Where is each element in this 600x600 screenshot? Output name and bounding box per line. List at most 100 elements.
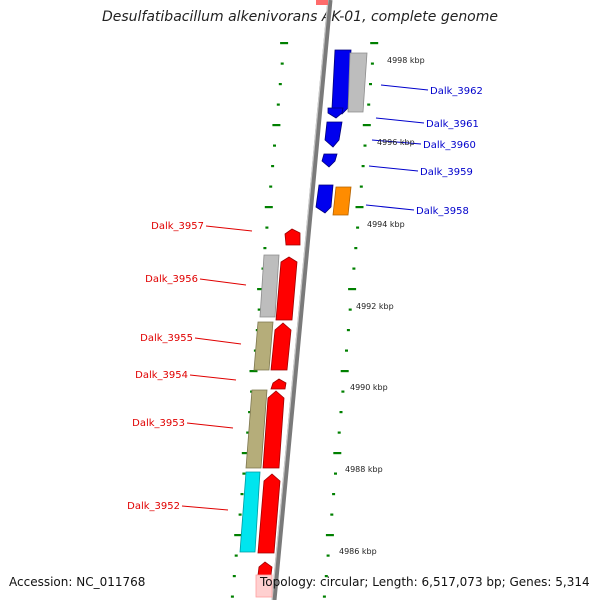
gene-blue-3958[interactable]: [315, 184, 334, 214]
inner-tick: [242, 472, 246, 475]
outer-tick: [367, 103, 371, 106]
gene-blue-3962[interactable]: [331, 49, 352, 115]
gene-fragment-top: [316, 0, 328, 5]
gene-red-3957[interactable]: [284, 228, 301, 246]
kbp-label-4988: 4988 kbp: [345, 465, 383, 474]
right-genes: [315, 49, 368, 216]
gene-red-3955[interactable]: [270, 322, 292, 371]
genome-summary-label: Topology: circular; Length: 6,517,073 bp…: [260, 575, 590, 589]
inner-tick: [263, 247, 267, 250]
inner-tick: [265, 226, 269, 229]
left-genes: [239, 228, 301, 598]
outer-tick: [348, 288, 357, 291]
outer-tick: [354, 247, 358, 250]
gene-label-dalk-3958[interactable]: Dalk_3958: [416, 206, 469, 217]
outer-tick: [352, 267, 356, 270]
outer-tick: [359, 185, 363, 188]
gene-label-dalk-3956[interactable]: Dalk_3956: [145, 274, 198, 285]
inner-tick: [234, 534, 243, 537]
outer-tick: [370, 42, 379, 45]
accession-label: Accession: NC_011768: [9, 575, 146, 589]
outer-tick: [369, 83, 372, 86]
kbp-label-4986: 4986 kbp: [339, 547, 377, 556]
gene-blue-3960[interactable]: [324, 121, 343, 148]
outer-tick: [330, 513, 334, 516]
left-connectors: [181, 225, 253, 511]
gene-label-dalk-3954[interactable]: Dalk_3954: [135, 370, 188, 381]
inner-tick: [273, 144, 276, 147]
gene-label-dalk-3952[interactable]: Dalk_3952: [127, 501, 180, 512]
outer-tick: [326, 554, 330, 557]
inner-tick: [248, 411, 252, 414]
outer-tick: [324, 575, 328, 578]
inner-tick: [241, 452, 250, 455]
inner-tick: [280, 62, 284, 65]
gene-khaki-3955[interactable]: [253, 321, 274, 371]
inner-tick: [240, 493, 244, 496]
outer-tick-track: [322, 42, 379, 598]
gene-red-partial-bottom[interactable]: [257, 561, 273, 576]
outer-tick: [346, 329, 350, 332]
outer-tick: [332, 493, 336, 496]
gene-gray-3962[interactable]: [347, 52, 368, 113]
gene-khaki-3953[interactable]: [245, 389, 268, 469]
gene-red-3953[interactable]: [262, 390, 285, 469]
gene-label-dalk-3959[interactable]: Dalk_3959: [420, 167, 473, 178]
kbp-label-4998: 4998 kbp: [387, 56, 425, 65]
inner-tick: [249, 370, 258, 373]
gene-label-dalk-3957[interactable]: Dalk_3957: [151, 221, 204, 232]
gene-red-3954[interactable]: [270, 378, 287, 390]
gene-gray-3956[interactable]: [259, 254, 280, 318]
outer-tick: [361, 165, 365, 168]
genome-backbone-highlight: [271, 0, 329, 600]
outer-tick: [355, 206, 364, 209]
inner-tick: [272, 124, 281, 127]
inner-tick: [232, 575, 236, 578]
right-connectors: [365, 84, 429, 211]
outer-tick: [333, 452, 342, 455]
outer-tick: [325, 534, 334, 537]
outer-tick: [322, 595, 326, 598]
gene-orange-3958[interactable]: [332, 186, 352, 216]
genome-backbone: [271, 0, 333, 600]
gene-label-dalk-3953[interactable]: Dalk_3953: [132, 418, 185, 429]
gene-red-3956[interactable]: [275, 256, 298, 321]
inner-tick: [246, 431, 250, 434]
outer-tick: [337, 431, 341, 434]
kbp-label-4992: 4992 kbp: [356, 302, 394, 311]
inner-tick: [271, 165, 275, 168]
kbp-label-4990: 4990 kbp: [350, 383, 388, 392]
inner-tick: [234, 554, 238, 557]
left-gene-labels: Dalk_3957 Dalk_3956 Dalk_3955 Dalk_3954 …: [127, 221, 204, 512]
outer-tick: [340, 370, 349, 373]
outer-tick: [345, 349, 348, 352]
gene-label-dalk-3961[interactable]: Dalk_3961: [426, 119, 479, 130]
gene-blue-3961[interactable]: [327, 107, 344, 119]
outer-tick: [348, 308, 352, 311]
gene-blue-3959[interactable]: [321, 153, 338, 168]
inner-tick: [264, 206, 273, 209]
outer-tick: [363, 144, 367, 147]
inner-tick: [257, 288, 266, 291]
inner-tick: [238, 513, 242, 516]
gene-pink-partial-bottom: [255, 574, 273, 598]
gene-red-3952[interactable]: [257, 473, 281, 554]
inner-tick: [280, 42, 289, 45]
kbp-label-4994: 4994 kbp: [367, 220, 405, 229]
right-gene-labels: Dalk_3962 Dalk_3961 Dalk_3960 Dalk_3959 …: [416, 86, 483, 217]
inner-tick: [230, 595, 234, 598]
kbp-labels: 4998 kbp 4996 kbp 4994 kbp 4992 kbp 4990…: [339, 56, 425, 556]
outer-tick: [356, 226, 360, 229]
inner-tick: [278, 83, 282, 86]
gene-label-dalk-3960[interactable]: Dalk_3960: [423, 140, 476, 151]
genome-title: Desulfatibacillum alkenivorans AK-01, co…: [101, 9, 499, 25]
gene-label-dalk-3955[interactable]: Dalk_3955: [140, 333, 193, 344]
outer-tick: [370, 62, 374, 65]
outer-tick: [334, 472, 337, 475]
gene-label-dalk-3962[interactable]: Dalk_3962: [430, 86, 483, 97]
inner-tick: [257, 308, 261, 311]
gene-cyan-3952[interactable]: [239, 471, 261, 553]
kbp-label-4996: 4996 kbp: [377, 138, 415, 147]
